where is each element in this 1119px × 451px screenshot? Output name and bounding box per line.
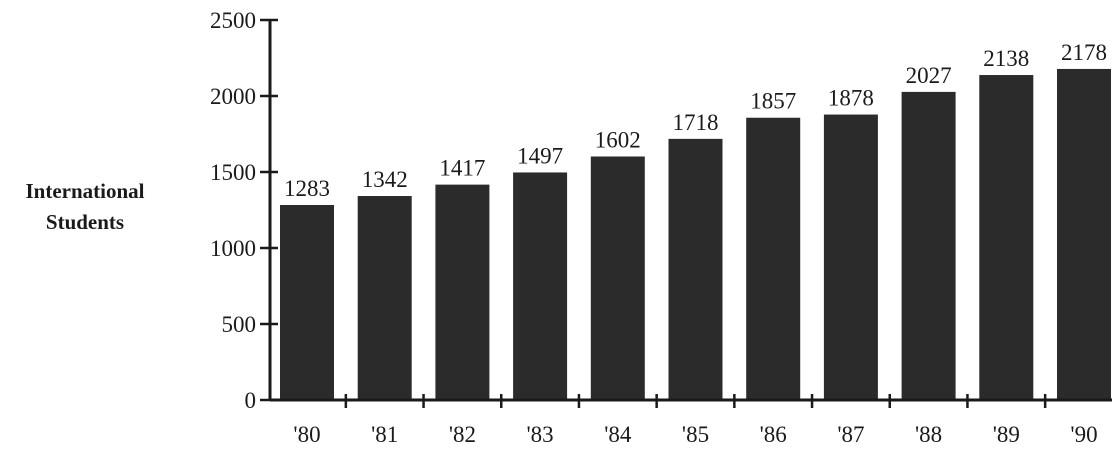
y-axis-title: International Students [25,179,144,234]
bar [435,184,490,400]
axes [268,20,1112,402]
bar-value-label: 2138 [983,46,1029,71]
bar-value-label: 1857 [750,89,796,114]
x-tick-label: '83 [527,422,554,447]
x-tick-label: '80 [293,422,320,447]
y-tick-label: 1000 [210,236,256,261]
y-tick-label: 1500 [210,160,256,185]
bar [823,114,878,400]
y-axis-ticks: 0 500 1000 1500 2000 2500 [210,8,278,413]
y-axis-title-line-2: Students [46,210,124,234]
bars [280,68,1111,401]
x-tick-label: '87 [837,422,864,447]
bar [1057,68,1111,400]
x-tick-label: '90 [1070,422,1097,447]
bar [979,75,1034,401]
bar [357,196,412,400]
y-tick-label: 2000 [210,84,256,109]
y-axis-title-line-1: International [25,179,144,203]
bar-value-label: 1718 [673,110,719,135]
y-tick-label: 2500 [210,8,256,33]
bar-value-label: 2027 [906,63,952,88]
x-tick-label: '89 [993,422,1020,447]
bar-value-label: 1342 [362,167,408,192]
data-labels: 1283 1342 1417 1497 1602 1718 1857 1878 2027 2138… [284,40,1107,201]
bar-value-label: 1878 [828,86,874,111]
bar [901,91,956,401]
x-tick-label: '81 [371,422,398,447]
y-tick-label: 0 [245,388,257,413]
bar-value-label: 1497 [517,143,563,168]
bar [513,172,568,400]
y-tick-label: 500 [222,312,257,337]
bar-value-label: 1417 [439,156,485,181]
x-tick-label: '86 [760,422,787,447]
bar [746,117,801,401]
x-tick-label: '85 [682,422,709,447]
bar-value-label: 1283 [284,176,330,201]
bar [668,138,723,400]
bar-value-label: 1602 [595,127,641,152]
x-axis-ticks: '80 '81 '82 '83 '84 '85 '86 '87 '88 '89 '90 [293,394,1098,447]
bar [280,204,334,400]
x-tick-label: '88 [915,422,942,447]
x-tick-label: '84 [604,422,632,447]
bar-value-label: 2178 [1061,40,1107,65]
bar [590,156,645,400]
x-tick-label: '82 [449,422,476,447]
